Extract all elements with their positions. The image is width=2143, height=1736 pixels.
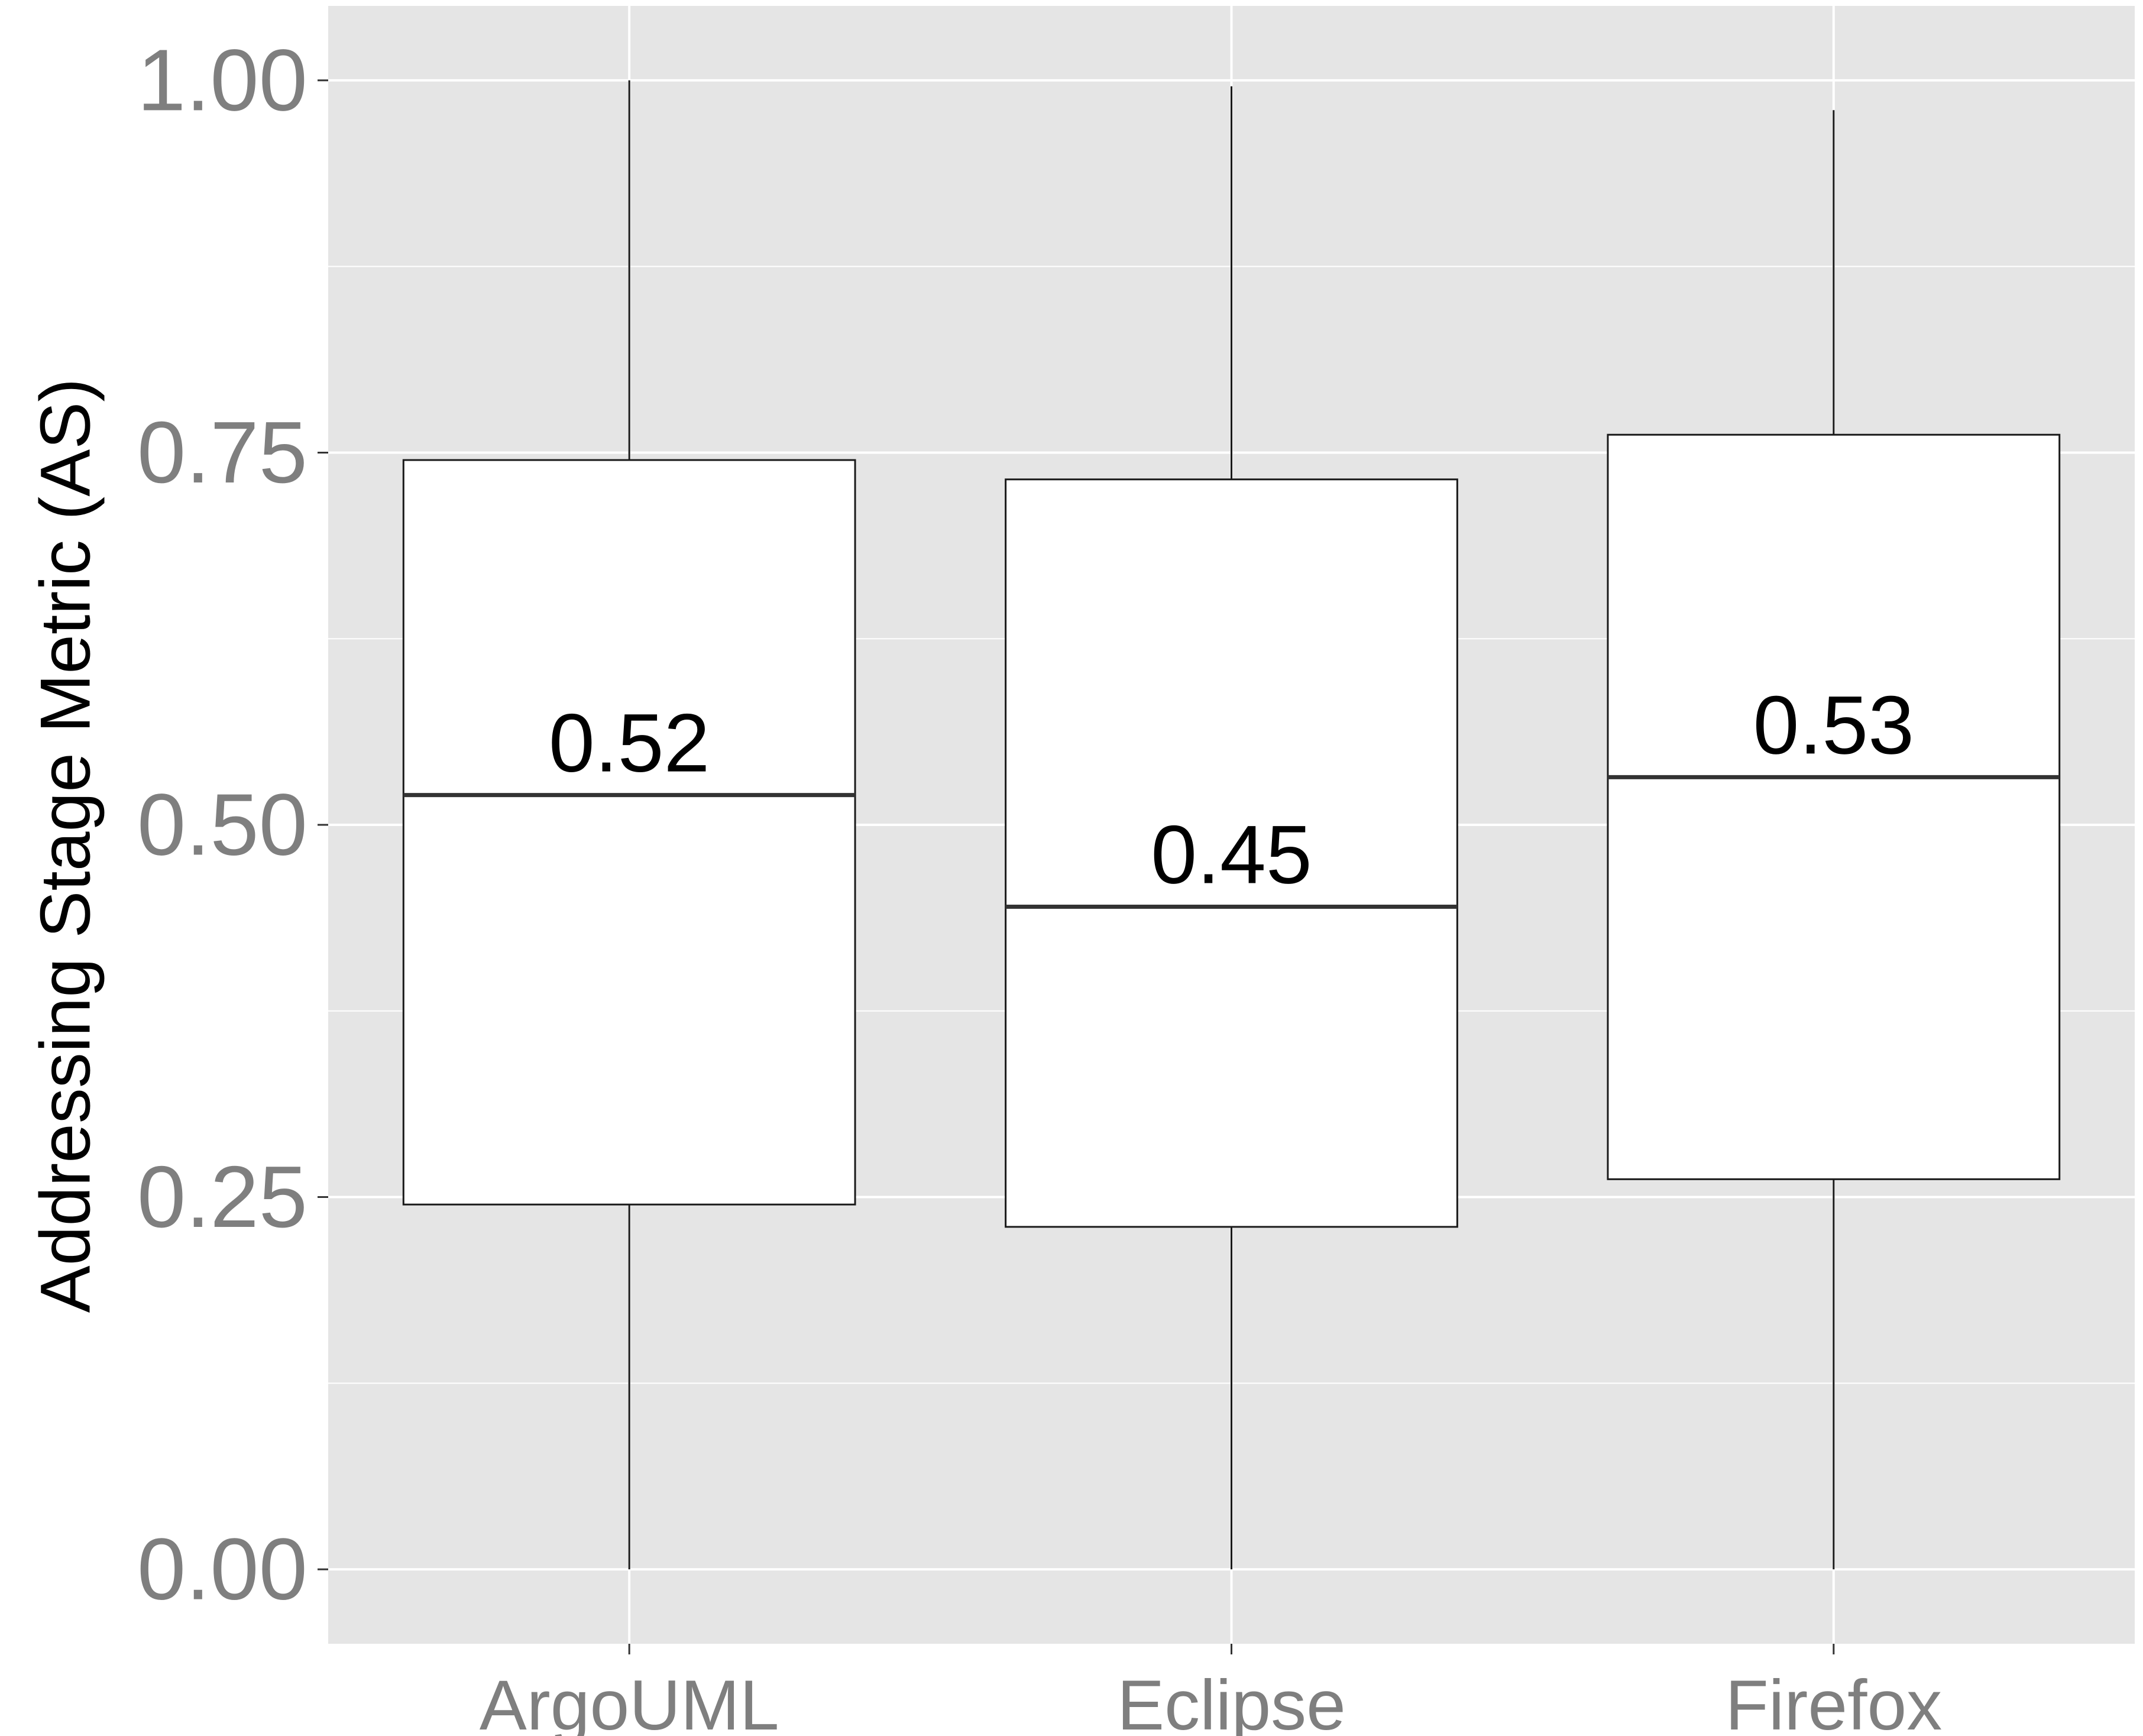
boxes: 0.52 0.45 0.53 [402, 80, 2061, 1570]
y-tick-label: 0.75 [137, 404, 307, 501]
x-tick-label: Firefox [1725, 1666, 1942, 1736]
median-label: 0.53 [1753, 678, 1914, 771]
box-eclipse: 0.45 [1005, 86, 1458, 1570]
box-iqr [402, 459, 856, 1206]
y-tick-label: 0.00 [137, 1521, 307, 1618]
box-iqr [1005, 478, 1458, 1228]
x-tick-label: Eclipse [1117, 1666, 1346, 1736]
x-tick-label: ArgoUML [480, 1666, 779, 1736]
y-axis-label: Addressing Stage Metric (AS) [26, 378, 105, 1313]
median-label: 0.45 [1151, 808, 1312, 901]
y-axis: 0.00 0.25 0.50 0.75 1.00 [137, 31, 328, 1618]
box-iqr [1607, 433, 2061, 1180]
box-firefox: 0.53 [1607, 110, 2061, 1570]
x-axis: ArgoUML Eclipse Firefox [480, 1644, 1942, 1736]
y-tick-label: 0.50 [137, 776, 307, 874]
y-tick-label: 0.25 [137, 1148, 307, 1246]
y-tick-label: 1.00 [137, 31, 307, 129]
median-label: 0.52 [549, 697, 710, 789]
box-argouml: 0.52 [402, 80, 856, 1570]
